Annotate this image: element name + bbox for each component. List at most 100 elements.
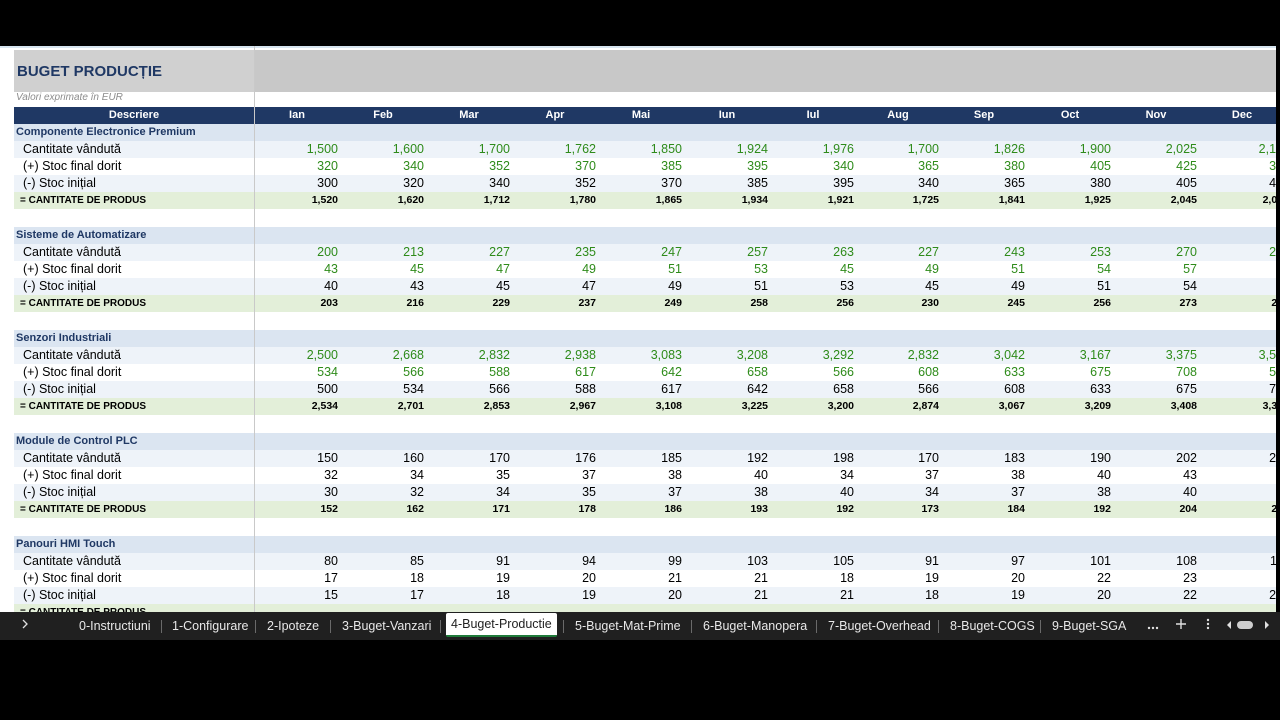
value-cell[interactable]: 21: [754, 588, 768, 602]
value-cell[interactable]: [708, 604, 768, 612]
value-cell[interactable]: 105: [833, 554, 854, 568]
value-cell[interactable]: 320: [403, 176, 424, 190]
value-cell[interactable]: 49: [582, 262, 596, 276]
value-cell[interactable]: 2,832: [478, 348, 510, 362]
value-cell[interactable]: 608: [918, 365, 939, 379]
value-cell[interactable]: 17: [324, 571, 338, 585]
value-cell[interactable]: 2,832: [907, 348, 939, 362]
value-cell[interactable]: 370: [661, 176, 682, 190]
value-cell[interactable]: 91: [925, 554, 939, 568]
value-cell[interactable]: 47: [582, 279, 596, 293]
value-cell[interactable]: 40: [840, 485, 854, 499]
value-cell[interactable]: 633: [1090, 382, 1111, 396]
value-cell[interactable]: 20: [1097, 588, 1111, 602]
value-cell[interactable]: 101: [1090, 554, 1111, 568]
value-cell[interactable]: 51: [1097, 279, 1111, 293]
value-cell[interactable]: 32: [324, 468, 338, 482]
value-cell[interactable]: 34: [925, 485, 939, 499]
tab-4-buget-productie[interactable]: 4-Buget-Productie: [446, 613, 557, 637]
table-row[interactable]: (+) Stoc final dorit 320 340 352 370 385 395 34…: [14, 158, 1276, 175]
value-cell[interactable]: 85: [410, 554, 424, 568]
table-row[interactable]: (+) Stoc final dorit 17 18 19 20 21 21 18 19 20 22…: [14, 570, 1276, 587]
total-row[interactable]: = CANTITATE DE PRODUS: [14, 604, 1276, 612]
value-cell[interactable]: 2,874: [912, 400, 939, 412]
tab-5-buget-mat-prime[interactable]: 5-Buget-Mat-Prime: [575, 619, 681, 633]
header-month[interactable]: Mar: [459, 109, 479, 121]
value-cell[interactable]: 38: [1011, 468, 1025, 482]
value-cell[interactable]: 227: [489, 245, 510, 259]
value-cell[interactable]: 1,700: [478, 142, 510, 156]
value-cell[interactable]: 15: [324, 588, 338, 602]
value-cell[interactable]: 51: [668, 262, 682, 276]
more-tabs-icon[interactable]: [1145, 612, 1161, 640]
value-cell[interactable]: 658: [833, 382, 854, 396]
value-cell[interactable]: 21: [840, 588, 854, 602]
value-cell[interactable]: 247: [661, 245, 682, 259]
value-cell[interactable]: 1,976: [822, 142, 854, 156]
value-cell[interactable]: 3,042: [993, 348, 1025, 362]
value-cell[interactable]: 193: [750, 503, 768, 515]
value-cell[interactable]: 425: [1176, 159, 1197, 173]
value-cell[interactable]: 380: [1004, 159, 1025, 173]
value-cell[interactable]: 30: [1269, 159, 1276, 173]
value-cell[interactable]: 588: [575, 382, 596, 396]
value-cell[interactable]: 200: [317, 245, 338, 259]
value-cell[interactable]: 245: [1007, 297, 1025, 309]
value-cell[interactable]: 1,500: [306, 142, 338, 156]
value-cell[interactable]: 352: [575, 176, 596, 190]
value-cell[interactable]: 49: [668, 279, 682, 293]
value-cell[interactable]: 184: [1007, 503, 1025, 515]
value-cell[interactable]: 99: [668, 554, 682, 568]
value-cell[interactable]: 3,375: [1165, 348, 1197, 362]
table-row[interactable]: Cantitate vândută 2,500 2,668 2,832 2,938 3,0…: [14, 347, 1276, 364]
value-cell[interactable]: 103: [747, 554, 768, 568]
value-cell[interactable]: 192: [836, 503, 854, 515]
value-cell[interactable]: 608: [1004, 382, 1025, 396]
value-cell[interactable]: 45: [925, 279, 939, 293]
value-cell[interactable]: 1,865: [655, 194, 682, 206]
value-cell[interactable]: 2,500: [306, 348, 338, 362]
value-cell[interactable]: 1,600: [392, 142, 424, 156]
value-cell[interactable]: 4: [1223, 261, 1276, 278]
value-cell[interactable]: 1,700: [907, 142, 939, 156]
value-cell[interactable]: 47: [496, 262, 510, 276]
value-cell[interactable]: 53: [840, 279, 854, 293]
table-row[interactable]: (-) Stoc inițial 15 17 18 19 20 21 21 18 19 20 22 22: [14, 587, 1276, 604]
value-cell[interactable]: 2,534: [311, 400, 338, 412]
value-cell[interactable]: 3,083: [650, 348, 682, 362]
header-month[interactable]: Mai: [631, 109, 651, 121]
value-cell[interactable]: 1,826: [993, 142, 1025, 156]
value-cell[interactable]: 708: [1176, 365, 1197, 379]
value-cell[interactable]: 340: [489, 176, 510, 190]
value-cell[interactable]: 235: [575, 245, 596, 259]
value-cell[interactable]: 32: [410, 485, 424, 499]
value-cell[interactable]: 2,025: [1165, 142, 1197, 156]
value-cell[interactable]: 54: [1097, 262, 1111, 276]
header-description[interactable]: Descriere: [108, 109, 160, 121]
header-month[interactable]: Sep: [973, 109, 995, 121]
table-row[interactable]: Cantitate vândută 150 160 170 176 185 192 198 17…: [14, 450, 1276, 467]
value-cell[interactable]: 2,045: [1170, 194, 1197, 206]
value-cell[interactable]: 20: [1011, 571, 1025, 585]
value-cell[interactable]: [794, 604, 854, 612]
value-cell[interactable]: 50: [1269, 365, 1276, 379]
value-cell[interactable]: 34: [496, 485, 510, 499]
value-cell[interactable]: 216: [406, 297, 424, 309]
value-cell[interactable]: 18: [496, 588, 510, 602]
value-cell[interactable]: 202: [1176, 451, 1197, 465]
value-cell[interactable]: 1,924: [736, 142, 768, 156]
section-header[interactable]: Sisteme de Automatizare: [14, 227, 1276, 244]
value-cell[interactable]: 1,850: [650, 142, 682, 156]
value-cell[interactable]: [1137, 604, 1197, 612]
value-cell[interactable]: 229: [492, 297, 510, 309]
value-cell[interactable]: 171: [492, 503, 510, 515]
value-cell[interactable]: 38: [668, 468, 682, 482]
value-cell[interactable]: 19: [582, 588, 596, 602]
header-month[interactable]: Ian: [289, 109, 305, 121]
value-cell[interactable]: 3,33: [1262, 400, 1276, 412]
value-cell[interactable]: 17: [410, 588, 424, 602]
value-cell[interactable]: 534: [317, 365, 338, 379]
spreadsheet-grid[interactable]: BUGET PRODUCȚIE Valori exprimate în EUR …: [0, 46, 1276, 612]
value-cell[interactable]: 173: [921, 503, 939, 515]
value-cell[interactable]: [536, 604, 596, 612]
